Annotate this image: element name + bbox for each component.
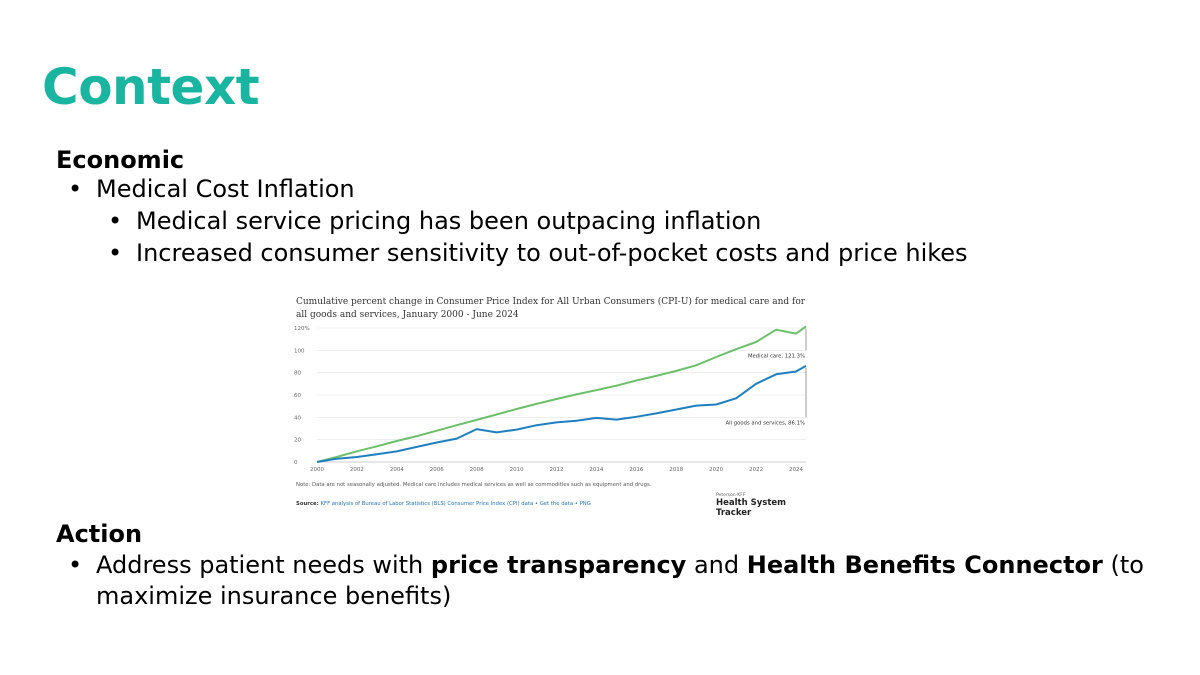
action-text-1: Address patient needs with bbox=[96, 551, 431, 579]
action-text-3: (to bbox=[1102, 551, 1144, 579]
chart-source: Source: KFF analysis of Bureau of Labor … bbox=[296, 501, 591, 507]
chart-source-prefix: Source: bbox=[296, 501, 321, 507]
y-tick-label: 80 bbox=[294, 371, 301, 377]
action-bold-price-transparency: price transparency bbox=[430, 551, 687, 579]
x-tick-label: 2018 bbox=[669, 467, 683, 473]
sub-bullet-consumer-sensitivity: Increased consumer sensitivity to out-of… bbox=[96, 238, 968, 269]
slide-title: Context bbox=[42, 58, 260, 116]
x-tick-label: 2022 bbox=[749, 467, 763, 473]
action-bold-health-benefits-connector: Health Benefits Connector bbox=[746, 551, 1103, 579]
y-tick-label: 20 bbox=[294, 438, 301, 444]
chart-brand-logo: Peterson-KFF Health System Tracker bbox=[716, 493, 814, 518]
x-tick-label: 2012 bbox=[550, 467, 564, 473]
series-line-all-goods bbox=[316, 365, 807, 463]
chart-source-link[interactable]: KFF analysis of Bureau of Labor Statisti… bbox=[320, 501, 534, 507]
y-tick-label: 40 bbox=[294, 415, 301, 421]
chart-title: Cumulative percent change in Consumer Pr… bbox=[296, 297, 806, 320]
x-tick-label: 2000 bbox=[310, 467, 324, 473]
chart-brand-small: Peterson-KFF bbox=[716, 493, 746, 498]
x-tick-label: 2010 bbox=[510, 467, 524, 473]
bullet-action: Address patient needs with price transpa… bbox=[56, 550, 1156, 612]
economic-heading: Economic bbox=[56, 146, 185, 174]
x-tick-label: 2016 bbox=[629, 467, 643, 473]
x-tick-label: 2008 bbox=[470, 467, 484, 473]
chart-note: Note: Data are not seasonally adjusted. … bbox=[296, 482, 652, 488]
bullet-medical-cost-inflation: Medical Cost Inflation bbox=[56, 174, 355, 205]
action-text-2: and bbox=[686, 551, 747, 579]
action-line-2: maximize insurance benefits) bbox=[96, 582, 452, 611]
x-tick-label: 2002 bbox=[350, 467, 364, 473]
x-tick-label: 2020 bbox=[709, 467, 723, 473]
all-goods-annotation: All goods and services, 86.1% bbox=[726, 420, 805, 426]
series-line-medical-care bbox=[316, 325, 807, 463]
y-tick-label: 60 bbox=[294, 393, 301, 399]
medical-care-annotation: Medical care, 121.3% bbox=[748, 353, 805, 359]
cpi-chart: Cumulative percent change in Consumer Pr… bbox=[290, 290, 814, 522]
action-heading: Action bbox=[56, 520, 143, 548]
chart-brand-main: Health System Tracker bbox=[716, 498, 787, 518]
y-tick-label: 0 bbox=[294, 460, 298, 466]
chart-plot: 120% 100 80 60 40 20 0 2000 2002 2004 2006 2008 2010… bbox=[294, 325, 807, 473]
x-tick-label: 2024 bbox=[789, 467, 803, 473]
x-tick-label: 2004 bbox=[390, 467, 404, 473]
sub-bullet-pricing-outpacing: Medical service pricing has been outpaci… bbox=[96, 206, 761, 237]
y-tick-label: 100 bbox=[294, 348, 305, 354]
chart-source-extra-links[interactable]: • Get the data • PNG bbox=[533, 501, 591, 507]
x-tick-label: 2014 bbox=[589, 467, 603, 473]
x-tick-label: 2006 bbox=[430, 467, 444, 473]
y-tick-label: 120% bbox=[294, 326, 310, 332]
